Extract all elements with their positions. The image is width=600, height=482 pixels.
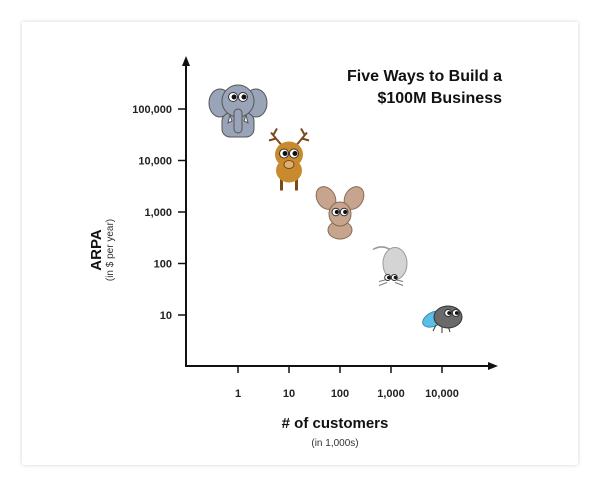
- y-tick-label: 10,000: [138, 156, 172, 168]
- point-elephant: [208, 84, 268, 138]
- x-axis-arrow: [488, 362, 498, 370]
- point-deer: [268, 128, 310, 191]
- chart-title-line-2: $100M Business: [377, 90, 502, 107]
- x-tick-label: 10: [283, 388, 295, 400]
- chart-title-line-1: Five Ways to Build a: [347, 68, 502, 85]
- y-tick-label: 100,000: [132, 104, 172, 116]
- point-rabbit: [315, 186, 365, 240]
- x-tick-label: 1: [235, 388, 241, 400]
- y-tick-label: 1,000: [144, 207, 172, 219]
- x-axis-label: # of customers: [282, 415, 389, 432]
- y-axis-sublabel: (in $ per year): [105, 219, 116, 281]
- y-tick-label: 100: [154, 259, 172, 271]
- y-tick-label: 10: [160, 310, 172, 322]
- x-tick-label: 100: [331, 388, 349, 400]
- y-axis-arrow: [182, 56, 190, 66]
- x-tick-label: 1,000: [377, 388, 405, 400]
- marks: [208, 84, 463, 333]
- point-fly: [422, 305, 463, 333]
- axes: 1 10 100 1,000 10,000 10 100 1,000 10,000 100,000: [132, 56, 498, 400]
- chart-card: [22, 22, 578, 465]
- y-axis-label: ARPA: [88, 229, 105, 271]
- x-tick-label: 10,000: [425, 388, 459, 400]
- x-axis-sublabel: (in 1,000s): [311, 438, 358, 449]
- point-mouse: [372, 246, 408, 286]
